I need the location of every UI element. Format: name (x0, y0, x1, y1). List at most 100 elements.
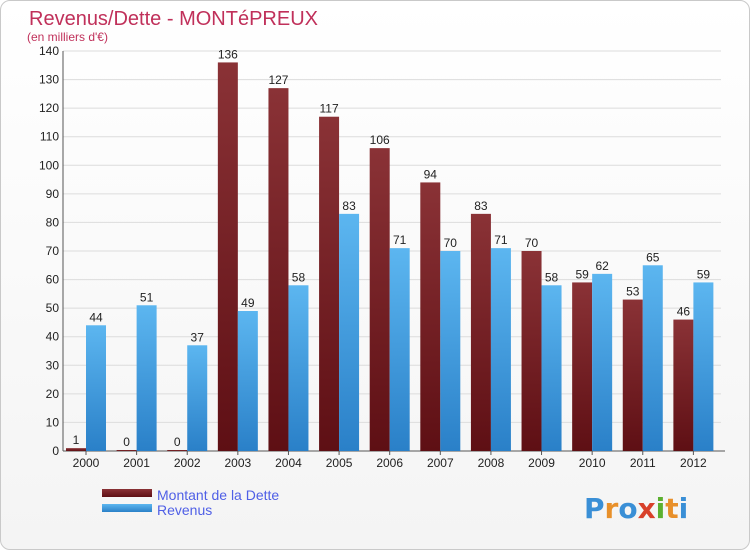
x-tick-label: 2007 (427, 456, 454, 470)
debt-bar (268, 88, 289, 452)
debt-bar (572, 282, 593, 451)
y-tick-label: 10 (46, 415, 60, 429)
revenue-data-label: 71 (494, 233, 508, 247)
bar-layer (66, 62, 714, 452)
revenue-bar (187, 345, 208, 451)
debt-data-label: 0 (174, 435, 181, 449)
x-tick-label: 2009 (528, 456, 555, 470)
x-tick-label: 2011 (630, 456, 656, 470)
y-tick-label: 130 (39, 73, 59, 87)
debt-data-label: 83 (474, 199, 488, 213)
y-tick-label: 50 (46, 301, 60, 315)
legend-swatch (102, 489, 152, 497)
revenue-data-label: 65 (646, 250, 660, 264)
revenue-bar (642, 265, 663, 451)
x-tick-label: 2001 (123, 456, 150, 470)
revenue-bar (490, 248, 511, 451)
debt-data-label: 59 (575, 267, 589, 281)
y-tick-label: 30 (46, 358, 60, 372)
y-tick-label: 80 (46, 215, 60, 229)
debt-data-label: 53 (626, 285, 640, 299)
proxiti-logo: Proxiti (584, 492, 688, 525)
revenue-bar (237, 311, 258, 451)
y-tick-label: 100 (39, 158, 59, 172)
revenue-data-label: 62 (595, 259, 609, 273)
revenue-bar (592, 273, 613, 451)
revenue-bar (288, 285, 309, 451)
chart-subtitle: (en milliers d'€) (27, 30, 108, 44)
revenue-bar (541, 285, 562, 451)
x-tick-label: 2012 (680, 456, 707, 470)
revenue-bar (693, 282, 714, 451)
logo-letter: i (656, 492, 666, 525)
revenue-data-label: 71 (393, 233, 407, 247)
revenue-data-label: 44 (89, 310, 103, 324)
debt-data-label: 70 (525, 236, 539, 250)
logo-letter: P (584, 492, 605, 525)
legend-swatch (102, 504, 152, 512)
debt-data-label: 46 (677, 305, 691, 319)
legend-label: Montant de la Dette (157, 487, 279, 503)
revenue-data-label: 83 (342, 199, 356, 213)
logo-letter: x (638, 492, 656, 525)
y-tick-label: 140 (39, 44, 59, 58)
debt-data-label: 1 (73, 433, 80, 447)
debt-bar (521, 251, 542, 451)
revenue-bar (339, 213, 360, 451)
legend-label: Revenus (157, 502, 212, 518)
y-tick-label: 90 (46, 187, 60, 201)
logo-text: Proxiti (584, 492, 688, 525)
x-tick-label: 2002 (174, 456, 201, 470)
y-tick-label: 70 (46, 244, 60, 258)
debt-data-label: 127 (268, 73, 288, 87)
label-layer: 2000 1 44 2001 0 51 2002 0 37 2003 136 49 2004 127 58 2… (73, 47, 711, 470)
debt-data-label: 117 (320, 102, 339, 116)
chart-title: Revenus/Dette - MONTéPREUX (29, 8, 318, 30)
debt-bar (470, 213, 491, 451)
y-tick-label: 0 (52, 444, 59, 458)
logo-letter: i (679, 492, 689, 525)
x-tick-label: 2005 (326, 456, 353, 470)
revenue-data-label: 58 (292, 270, 306, 284)
logo-letter: t (665, 492, 678, 525)
x-tick-label: 2010 (579, 456, 606, 470)
logo-letter: o (618, 492, 637, 525)
revenue-bar (136, 305, 157, 451)
revenue-data-label: 37 (191, 330, 205, 344)
debt-bar (66, 448, 86, 451)
debt-data-label: 106 (370, 133, 390, 147)
revenue-bar (389, 248, 410, 451)
debt-bar (622, 299, 643, 451)
debt-bar (319, 116, 340, 451)
revenue-data-label: 51 (140, 290, 154, 304)
x-tick-label: 2000 (73, 456, 100, 470)
debt-bar (116, 450, 137, 451)
revenue-data-label: 59 (697, 267, 711, 281)
y-tick-label: 110 (40, 130, 59, 144)
x-tick-label: 2003 (224, 456, 251, 470)
debt-bar (217, 62, 238, 452)
revenue-bar (440, 251, 461, 451)
revenue-bar (86, 325, 106, 451)
debt-bar (420, 182, 441, 451)
logo-letter: r (605, 492, 619, 525)
debt-bar (673, 319, 694, 451)
x-tick-label: 2006 (376, 456, 403, 470)
debt-data-label: 94 (424, 167, 438, 181)
y-tick-label: 40 (46, 330, 60, 344)
y-tick-label: 60 (46, 273, 60, 287)
debt-data-label: 136 (218, 47, 238, 61)
revenue-data-label: 70 (444, 236, 458, 250)
x-tick-label: 2004 (275, 456, 302, 470)
revenue-data-label: 49 (241, 296, 255, 310)
debt-bar (167, 450, 188, 451)
x-tick-label: 2008 (478, 456, 505, 470)
y-tick-label: 120 (39, 101, 59, 115)
revenue-data-label: 58 (545, 270, 559, 284)
debt-bar (369, 148, 390, 451)
debt-data-label: 0 (123, 435, 130, 449)
y-tick-label: 20 (46, 387, 60, 401)
